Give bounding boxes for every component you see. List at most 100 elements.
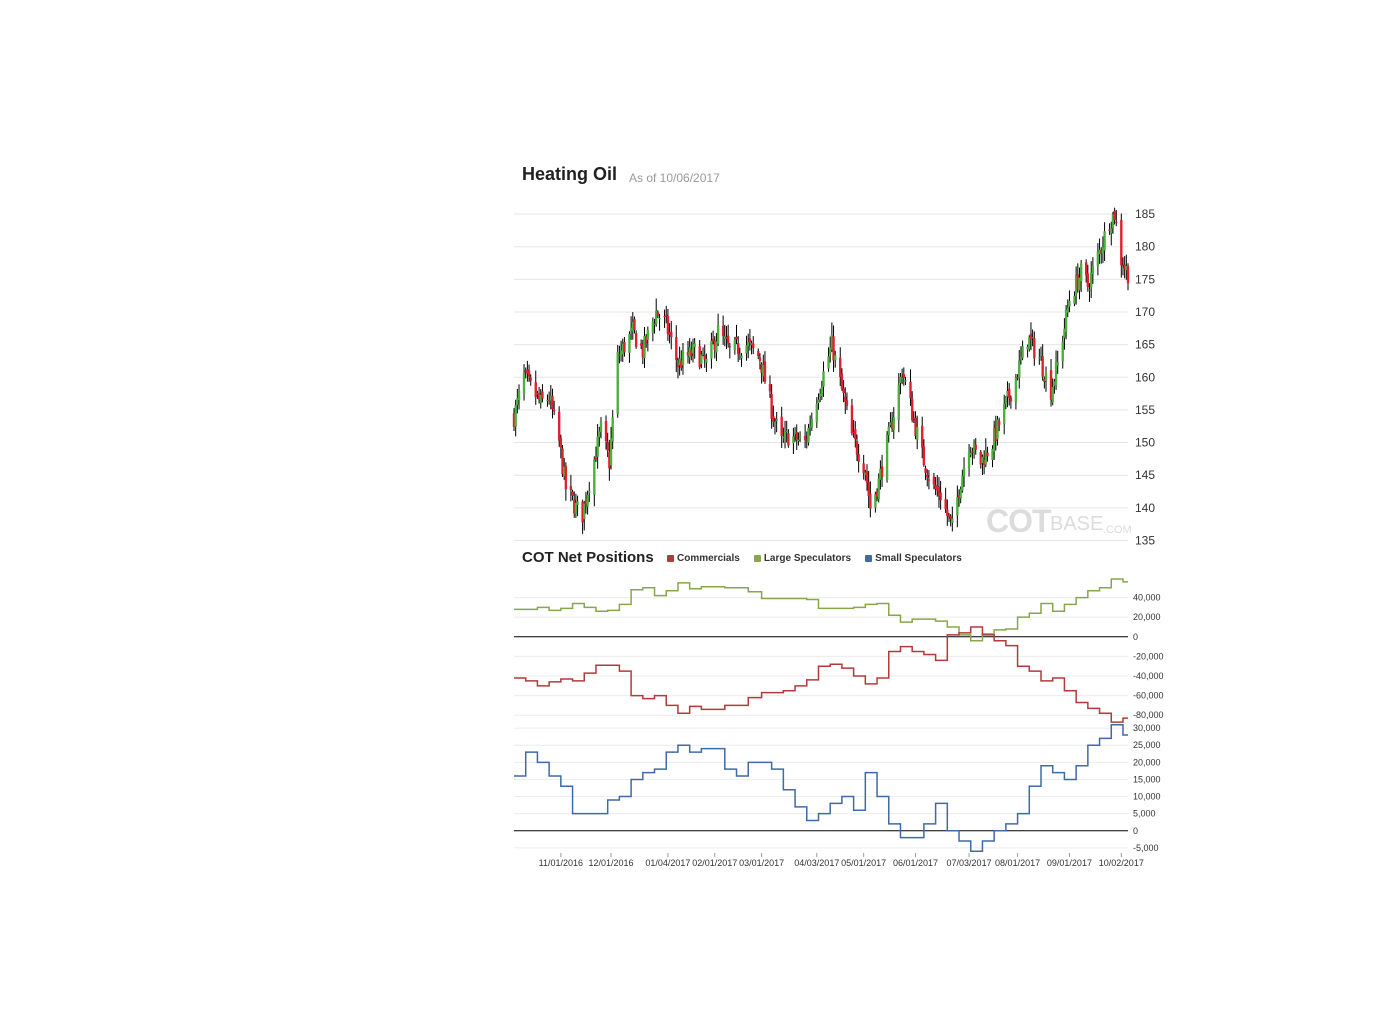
candle-body [763, 361, 767, 382]
candle-body [810, 418, 813, 428]
candle-body [1008, 388, 1011, 398]
candle-body [564, 465, 568, 490]
candle-body [676, 363, 680, 368]
candle-body [1098, 249, 1101, 255]
candle-body [924, 468, 927, 473]
legend-label-commercials: Commercials [677, 553, 740, 564]
candle-body [857, 454, 860, 462]
candle-body [1121, 267, 1125, 269]
candle-body [936, 485, 939, 491]
candle-body [758, 357, 762, 361]
candle-body [772, 416, 775, 422]
candle-body [738, 354, 742, 356]
candle-body [629, 327, 633, 331]
candle-body [972, 442, 976, 453]
candle-body [1079, 263, 1083, 282]
x-tick-label: 01/04/2017 [645, 858, 690, 868]
candle-body [775, 419, 778, 422]
candle-body [726, 335, 730, 344]
candle-body [1006, 390, 1009, 397]
legend-small-speculators[interactable]: Small Speculators [865, 553, 962, 564]
candle-body [869, 493, 872, 509]
watermark-base: BASE [1050, 513, 1103, 535]
candle-body [1120, 219, 1123, 266]
candle-body [946, 509, 949, 517]
candle-body [546, 400, 549, 402]
candle-body [651, 321, 655, 333]
candle-body [912, 417, 916, 419]
candle-body [979, 451, 982, 465]
candle-body [1044, 372, 1048, 382]
candle-body [604, 421, 608, 441]
candle-body [529, 377, 532, 381]
candle-body [569, 486, 573, 491]
candle-body [890, 421, 894, 430]
candle-body [1074, 275, 1078, 294]
candle-body [795, 431, 798, 441]
candle-body [1088, 289, 1091, 291]
series-small-speculators [514, 723, 1128, 853]
legend-large-speculators[interactable]: Large Speculators [753, 553, 851, 564]
candle-body [962, 467, 966, 477]
candle-body [1125, 265, 1128, 271]
price-tick-label: 165 [1135, 338, 1155, 352]
x-tick-label: 09/01/2017 [1047, 858, 1092, 868]
small-tick-label: -5,000 [1133, 843, 1159, 853]
candle-body [1028, 337, 1031, 350]
candle-body [666, 316, 670, 334]
price-tick-label: 150 [1135, 436, 1155, 450]
candle-body [889, 422, 892, 426]
candle-body [725, 336, 728, 339]
candle-body [537, 393, 541, 400]
candle-body [1014, 377, 1018, 403]
candle-body [820, 387, 824, 396]
candle-body [829, 347, 832, 355]
candle-body [852, 432, 855, 434]
candle-body [698, 346, 701, 368]
candle-body [736, 343, 740, 355]
candle-body [619, 350, 623, 356]
price-tick-label: 145 [1135, 468, 1155, 482]
candle-body [1031, 337, 1034, 339]
cot-tick-label: 0 [1133, 632, 1138, 642]
candle-body [839, 357, 842, 377]
candle-body [967, 451, 971, 468]
candle-body [768, 384, 772, 392]
candle-body [549, 395, 553, 401]
small-tick-label: 0 [1133, 826, 1138, 836]
candle-body [541, 391, 544, 399]
watermark-com: .COM [1103, 524, 1132, 536]
candle-body [574, 502, 578, 514]
price-tick-label: 180 [1135, 240, 1155, 254]
candle-body [947, 515, 951, 517]
price-tick-label: 185 [1135, 207, 1155, 221]
legend-commercials[interactable]: Commercials [667, 553, 740, 564]
candle-body [951, 518, 954, 523]
candle-body [1101, 247, 1105, 254]
candle-body [792, 436, 795, 444]
candle-body [658, 318, 661, 320]
candle-body [909, 381, 912, 399]
candle-body [639, 343, 643, 346]
candle-body [1019, 356, 1023, 359]
candle-body [1091, 266, 1095, 275]
candle-body [1126, 265, 1130, 284]
chart-title: Heating Oil [522, 164, 618, 184]
candle-body [527, 370, 531, 377]
x-tick-label: 06/01/2017 [893, 858, 938, 868]
price-tick-label: 140 [1135, 501, 1155, 515]
candle-body [691, 344, 695, 354]
candle-body [1100, 250, 1103, 253]
candle-body [1039, 357, 1043, 359]
price-tick-label: 175 [1135, 272, 1155, 286]
candle-body [633, 318, 636, 331]
candle-body [534, 382, 537, 398]
candle-body [850, 405, 854, 434]
candle-body [557, 411, 561, 441]
candle-body [944, 499, 947, 510]
candle-body [1021, 346, 1024, 358]
candle-body [547, 399, 551, 401]
x-tick-label: 04/03/2017 [794, 858, 839, 868]
candle-body [803, 435, 807, 441]
cot-tick-label: -60,000 [1133, 691, 1164, 701]
